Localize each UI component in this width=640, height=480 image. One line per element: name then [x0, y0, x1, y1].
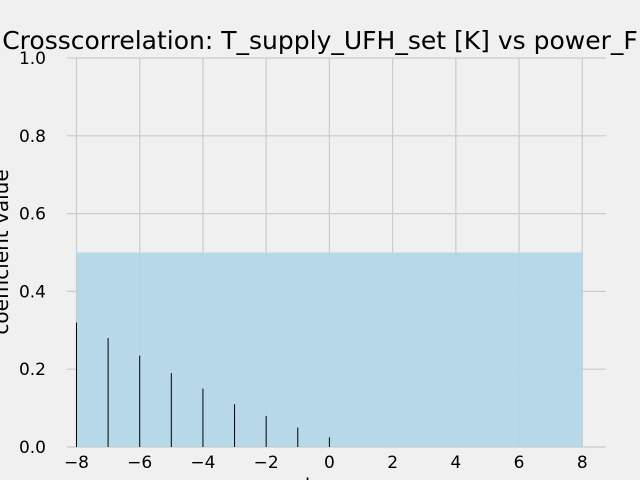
y-axis-label: coefficient value	[0, 169, 13, 334]
x-tick-label: −6	[127, 453, 152, 473]
y-tick-label: 0.0	[19, 438, 46, 458]
x-tick-labels: −8 −6 −4 −2 0 2 4 6 8	[64, 453, 588, 473]
y-tick-label: 0.4	[19, 282, 46, 302]
bars-layer	[75, 322, 330, 447]
x-tick-label: 4	[450, 453, 461, 473]
x-tick-label: 2	[387, 453, 398, 473]
y-tick-label: 0.8	[19, 127, 46, 147]
x-tick-label: −4	[190, 453, 215, 473]
y-tick-label: 0.6	[19, 205, 46, 225]
x-tick-label: −2	[254, 453, 279, 473]
x-axis-label: lag	[305, 474, 336, 480]
x-tick-label: −8	[64, 453, 89, 473]
y-tick-label: 0.2	[19, 360, 46, 380]
x-tick-label: 8	[577, 453, 588, 473]
y-tick-labels: 0.0 0.2 0.4 0.6 0.8 1.0	[19, 49, 46, 458]
chart-title: Crosscorrelation: T_supply_UFH_set [K] v…	[2, 26, 638, 55]
confidence-band	[76, 252, 583, 447]
y-tick-label: 1.0	[19, 49, 46, 69]
x-tick-label: 6	[514, 453, 525, 473]
x-tick-label: 0	[324, 453, 335, 473]
